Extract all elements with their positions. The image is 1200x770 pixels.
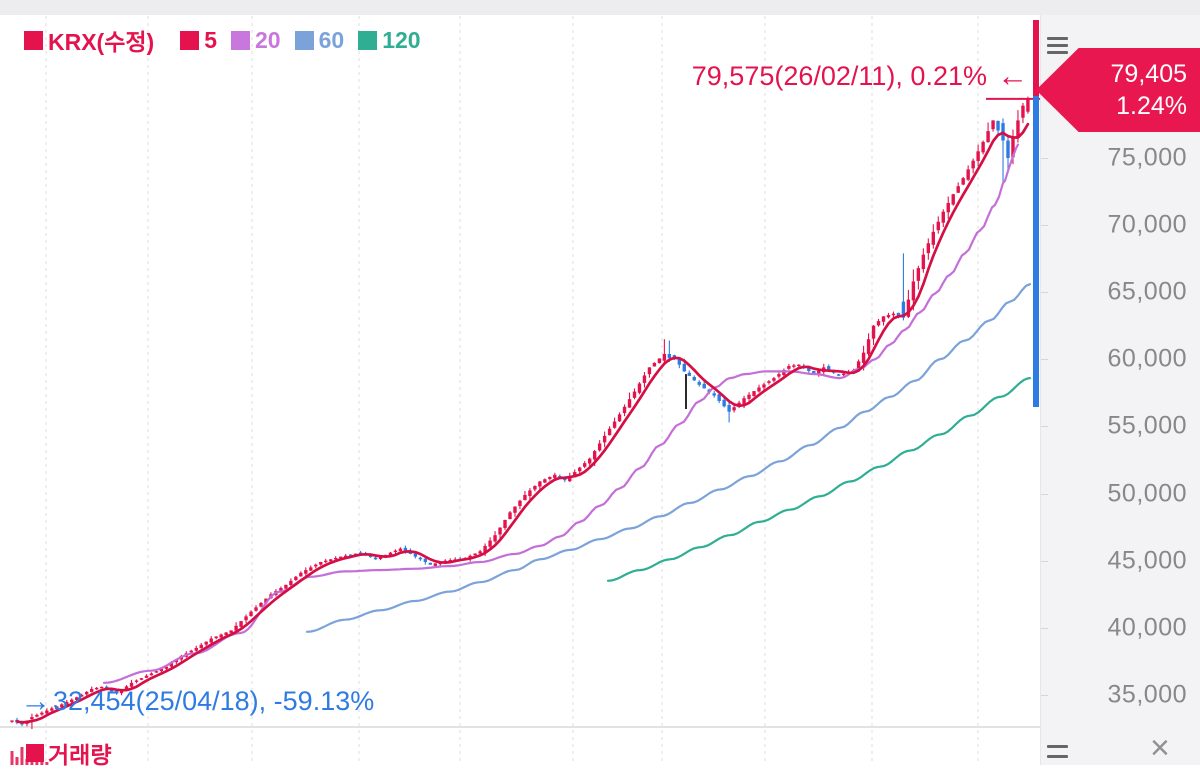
price-axis-panel: 75,000 70,000 65,000 60,000 55,000 50,000 45,0… — [1040, 15, 1200, 765]
legend-label: 60 — [318, 26, 345, 53]
legend-swatch — [358, 30, 378, 50]
right-arrow-icon: → — [20, 683, 51, 718]
min-annotation-text: 32,454(25/04/18), -59.13% — [53, 685, 375, 716]
axis-label: 70,000 — [1107, 210, 1187, 239]
legend-swatch — [180, 30, 200, 50]
current-price-value: 79,405 — [1110, 60, 1187, 88]
left-arrow-icon: ← — [997, 58, 1028, 93]
price-chart-canvas[interactable] — [0, 0, 1040, 765]
legend-item-120[interactable]: 120 — [358, 26, 421, 54]
legend-item-20[interactable]: 20 — [231, 27, 281, 54]
min-price-annotation: → 32,454(25/04/18), -59.13% — [20, 683, 374, 719]
max-annotation-text: 79,575(26/02/11), 0.21% — [691, 60, 987, 91]
axis-tick — [1041, 627, 1048, 629]
legend-swatch — [231, 30, 250, 50]
top-strip — [0, 0, 1200, 15]
volume-menu-icon[interactable] — [1047, 745, 1068, 758]
close-icon[interactable]: × — [1150, 729, 1170, 767]
axis-label: 40,000 — [1107, 613, 1187, 642]
candlestick-chart — [0, 16, 1040, 765]
axis-tick — [1041, 292, 1048, 294]
chart-legend: KRX(수정) 5 20 60 120 — [24, 23, 435, 57]
legend-swatch — [24, 30, 43, 50]
axis-tick — [1041, 560, 1048, 562]
legend-item-60[interactable]: 60 — [294, 26, 345, 54]
axis-label: 75,000 — [1107, 143, 1187, 172]
axis-label: 60,000 — [1107, 344, 1187, 373]
volume-legend-swatch — [26, 744, 44, 762]
axis-label: 45,000 — [1107, 546, 1187, 575]
axis-label: 50,000 — [1107, 479, 1187, 508]
volume-legend-label: 거래량 — [48, 742, 112, 768]
legend-item-5[interactable]: 5 — [180, 27, 217, 54]
axis-tick — [1041, 158, 1048, 159]
current-price-change: 1.24% — [1116, 92, 1187, 120]
legend-item-symbol[interactable]: KRX(수정) — [24, 23, 154, 57]
max-price-annotation: 79,575(26/02/11), 0.21% ← — [692, 58, 1028, 94]
legend-swatch — [294, 30, 314, 50]
axis-tick — [1041, 225, 1048, 227]
axis-tick — [1041, 694, 1048, 696]
legend-label: 120 — [382, 26, 421, 53]
axis-tick — [1041, 426, 1048, 428]
axis-label: 55,000 — [1107, 411, 1187, 440]
axis-tick — [1041, 493, 1048, 495]
legend-label: KRX(수정) — [48, 29, 155, 55]
legend-label: 5 — [204, 26, 217, 53]
axis-label: 35,000 — [1107, 680, 1187, 709]
volume-legend: 거래량 — [26, 736, 111, 770]
axis-label: 65,000 — [1107, 277, 1187, 306]
legend-label: 20 — [255, 26, 281, 53]
axis-tick — [1041, 359, 1048, 361]
menu-icon[interactable] — [1047, 37, 1068, 54]
